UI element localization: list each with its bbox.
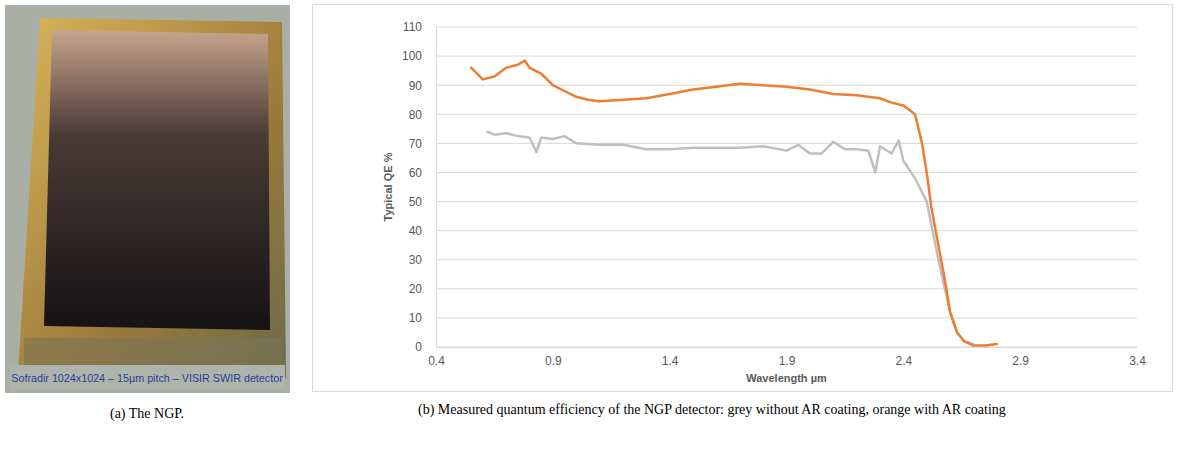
grid: [436, 27, 1137, 347]
y-tick-label: 10: [409, 311, 423, 325]
y-tick-label: 50: [409, 195, 423, 209]
photo-panel: Sofradir 1024x1024 – 15µm pitch – VISIR …: [5, 5, 290, 393]
y-tick-label: 20: [409, 282, 423, 296]
x-tick: 1.4: [662, 347, 679, 368]
photo-background: [5, 5, 290, 393]
y-tick-label: 0: [415, 340, 422, 354]
figure: Sofradir 1024x1024 – 15µm pitch – VISIR …: [0, 0, 1180, 449]
y-tick-label: 60: [409, 166, 423, 180]
y-tick: 100: [402, 49, 436, 63]
series-group: [471, 60, 997, 345]
y-tick-label: 100: [402, 49, 422, 63]
x-tick: 1.9: [779, 347, 796, 368]
grid-line: [436, 27, 1137, 28]
x-tick-label: 2.9: [1012, 354, 1029, 368]
caption-b: (b) Measured quantum efficiency of the N…: [418, 402, 1006, 418]
x-tick-label: 0.9: [545, 354, 562, 368]
grid-line: [436, 56, 1137, 57]
x-tick: 0.4: [428, 347, 445, 368]
y-tick-label: 90: [409, 79, 423, 93]
y-tick: 10: [409, 311, 436, 325]
grid-line: [436, 230, 1137, 231]
grid-line: [436, 347, 1137, 348]
y-tick: 70: [409, 137, 436, 151]
label-background: [10, 365, 285, 389]
grid-line: [436, 114, 1137, 115]
x-tick-label: 0.4: [428, 354, 445, 368]
chip-frame: [18, 18, 286, 378]
x-axis-title: Wavelength µm: [746, 372, 827, 384]
y-tick: 110: [403, 20, 436, 34]
y-axis-title: Typical QE %: [382, 152, 394, 221]
y-axis-line: [436, 28, 437, 348]
grid-line: [436, 143, 1137, 144]
y-tick: 80: [409, 108, 436, 122]
x-axis: 0.4 0.9 1.4 1.9 2.4 2.9 3.4: [428, 347, 1146, 368]
y-tick: 60: [409, 166, 436, 180]
x-tick-label: 1.9: [779, 354, 796, 368]
y-tick: 90: [409, 79, 436, 93]
y-tick-label: 80: [409, 108, 423, 122]
series-line: [487, 132, 973, 344]
grid-line: [436, 317, 1137, 318]
y-tick: 20: [409, 282, 436, 296]
photo-label: Sofradir 1024x1024 – 15µm pitch – VISIR …: [11, 372, 283, 384]
x-tick: 2.4: [895, 347, 912, 368]
caption-line: (b) Measured quantum efficiency of the N…: [418, 402, 1006, 418]
caption-a: (a) The NGP.: [110, 406, 184, 422]
series-line: [471, 60, 997, 345]
x-tick: 2.9: [1012, 347, 1029, 368]
x-tick: 0.9: [545, 347, 562, 368]
x-tick-label: 3.4: [1129, 354, 1146, 368]
chip-edge: [24, 338, 282, 368]
y-axis: 0 10 20 30 40 50 60 70 80 90 100 110: [402, 20, 437, 354]
y-tick-label: 70: [409, 137, 423, 151]
y-tick: 0: [415, 340, 436, 354]
x-tick-label: 1.4: [662, 354, 679, 368]
chart-area-border: [313, 5, 1173, 392]
y-tick: 30: [409, 253, 436, 267]
x-tick: 3.4: [1129, 347, 1146, 368]
grid-line: [436, 201, 1137, 202]
grid-line: [436, 172, 1137, 173]
y-tick-label: 30: [409, 253, 423, 267]
grid-line: [436, 288, 1137, 289]
grid-line: [436, 259, 1137, 260]
y-tick-label: 40: [409, 224, 423, 238]
chip-sensor: [44, 30, 270, 330]
y-tick: 50: [409, 195, 436, 209]
x-axis-line: [437, 347, 1138, 348]
y-tick: 40: [409, 224, 436, 238]
x-tick-label: 2.4: [895, 354, 912, 368]
y-tick-label: 110: [403, 20, 422, 34]
